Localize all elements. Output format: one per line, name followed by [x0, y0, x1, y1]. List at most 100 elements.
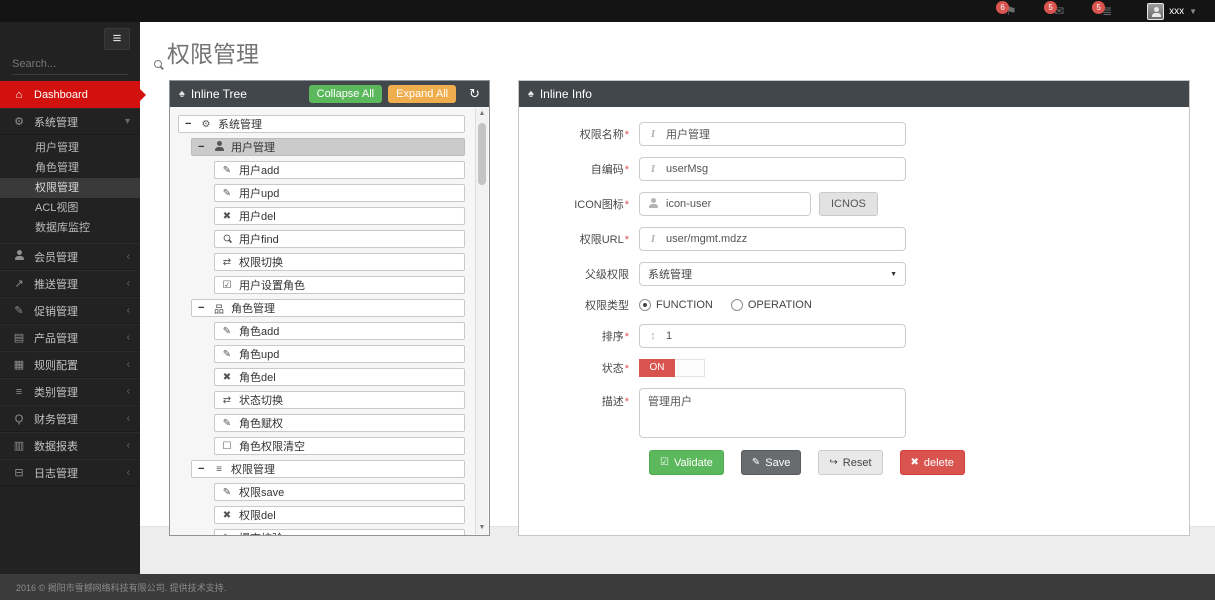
permission-form: 权限名称* I 自编码* I ICON图标* [519, 107, 1189, 535]
icnos-button[interactable]: ICNOS [819, 192, 878, 216]
sidebar-subitem-权限管理[interactable]: 权限管理 [0, 178, 140, 198]
notification-badge: 5 [1044, 1, 1058, 14]
sidebar-item-财务管理[interactable]: Ϙ 财务管理 ‹ [0, 405, 140, 432]
menu-toggle-button[interactable]: ≡ [104, 28, 130, 50]
sidebar-item-促销管理[interactable]: ✎ 促销管理 ‹ [0, 297, 140, 324]
permission-tree: − ⚙ 系统管理 − 用户管理 ✎ 用户add ✎ 用户upd ✖ 用户del 用户find ⇄ 权限切换… [170, 107, 489, 535]
field-label-icon: ICON图标* [574, 199, 629, 211]
radio-operation[interactable]: OPERATION [730, 299, 812, 311]
tree-node-label: 角色upd [239, 349, 280, 361]
square-icon: ☐ [222, 440, 232, 452]
sidebar-item-会员管理[interactable]: 会员管理 ‹ [0, 243, 140, 270]
tree-node-用户find[interactable]: 用户find [214, 230, 465, 248]
notification-area: ⚑ 6 ✉ 5 ≣ 5 [996, 1, 1115, 19]
sort-input[interactable] [666, 325, 905, 347]
collapse-minus-icon[interactable]: − [198, 141, 205, 153]
hdd-icon: ⊟ [14, 467, 24, 479]
tree-scrollbar[interactable]: ▲ ▼ [475, 108, 488, 534]
expand-all-button[interactable]: Expand All [388, 85, 457, 103]
scroll-up-icon[interactable]: ▲ [478, 110, 486, 117]
search-input[interactable] [12, 58, 154, 70]
edit-icon: ✎ [222, 187, 232, 199]
pencil-icon: ✎ [222, 486, 232, 498]
collapse-minus-icon[interactable]: − [198, 302, 205, 314]
tree-node-角色权限清空[interactable]: ☐ 角色权限清空 [214, 437, 465, 455]
sidebar-item-推送管理[interactable]: ↗ 推送管理 ‹ [0, 270, 140, 297]
x-icon: ✖ [222, 210, 232, 222]
person-icon [1151, 6, 1161, 17]
status-toggle[interactable]: ON [639, 359, 705, 377]
tree-node-角色add[interactable]: ✎ 角色add [214, 322, 465, 340]
tree-node-用户add[interactable]: ✎ 用户add [214, 161, 465, 179]
tasks-menu[interactable]: ≣ 5 [1092, 1, 1115, 19]
edit-icon: ✎ [221, 533, 233, 536]
sidebar-subitem-ACL视图[interactable]: ACL视图 [35, 202, 79, 214]
tree-node-用户管理[interactable]: − 用户管理 [191, 138, 465, 156]
tree-node-权限del[interactable]: ✖ 权限del [214, 506, 465, 524]
x-icon: ✖ [910, 457, 919, 468]
radio-function[interactable]: FUNCTION [639, 299, 713, 311]
sidebar-item-系统管理[interactable]: ⚙ 系统管理 ▾ [0, 108, 140, 135]
url-input[interactable] [666, 228, 905, 250]
tree-node-用户del[interactable]: ✖ 用户del [214, 207, 465, 225]
scrollbar-thumb[interactable] [478, 123, 486, 185]
sidebar-item-数据报表[interactable]: ▥ 数据报表 ‹ [0, 432, 140, 459]
collapse-minus-icon[interactable]: − [198, 463, 205, 475]
sidebar-item-dashboard[interactable]: ⌂ Dashboard [0, 81, 146, 108]
sidebar-subitem-数据库监控[interactable]: 数据库监控 [35, 222, 90, 234]
pencil-icon: ✎ [222, 417, 232, 429]
delete-button[interactable]: ✖ delete [899, 450, 965, 475]
tree-node-权限管理[interactable]: − ≡ 权限管理 [191, 460, 465, 478]
tree-node-用户设置角色[interactable]: ☑ 用户设置角色 [214, 276, 465, 294]
scroll-down-icon[interactable]: ▼ [478, 524, 486, 531]
envelope-menu[interactable]: ✉ 5 [1044, 1, 1067, 19]
save-button[interactable]: ✎ Save [740, 450, 802, 475]
sidebar-item-label: Dashboard [34, 88, 88, 101]
sidebar-item-规则配置[interactable]: ▦ 规则配置 ‹ [0, 351, 140, 378]
reset-button[interactable]: ↪ Reset [818, 450, 883, 475]
name-input[interactable] [666, 123, 905, 145]
key-icon: Ϙ [14, 412, 24, 425]
sidebar-subitem-用户管理[interactable]: 用户管理 [35, 142, 79, 154]
collapse-minus-icon[interactable]: − [185, 118, 192, 130]
user-menu[interactable]: xxx ▼ [1147, 2, 1197, 20]
hamburger-icon: ≡ [112, 30, 122, 47]
collapse-all-button[interactable]: Collapse All [308, 85, 383, 103]
tree-node-提交校验[interactable]: ✎ 提交校验 [214, 529, 465, 535]
retweet-icon: ⇄ [222, 256, 232, 268]
tree-node-label: 权限切换 [239, 257, 283, 269]
chevron-left-icon: ‹ [126, 440, 130, 451]
tree-node-权限切换[interactable]: ⇄ 权限切换 [214, 253, 465, 271]
tree-node-label: 角色add [239, 326, 280, 338]
chevron-left-icon: ‹ [126, 278, 130, 289]
sidebar-item-产品管理[interactable]: ▤ 产品管理 ‹ [0, 324, 140, 351]
description-textarea[interactable]: 管理用户 [639, 388, 906, 438]
sidebar-subitem-角色管理[interactable]: 角色管理 [35, 162, 79, 174]
parent-permission-select[interactable]: 系统管理 ▼ [639, 262, 906, 286]
tree-node-label: 用户add [239, 165, 280, 177]
tree-node-角色管理[interactable]: − 品角色管理 [191, 299, 465, 317]
tree-node-label: 角色del [239, 372, 276, 384]
flag-icon: ⚑ [1005, 4, 1017, 18]
x-icon: ✖ [222, 509, 232, 521]
permission-type-radios: FUNCTION OPERATION [639, 299, 830, 311]
tree-node-权限save[interactable]: ✎ 权限save [214, 483, 465, 501]
flag-menu[interactable]: ⚑ 6 [996, 1, 1019, 19]
code-input[interactable] [666, 158, 905, 180]
notification-badge: 5 [1092, 1, 1106, 14]
validate-button[interactable]: ☑ Validate [649, 450, 724, 475]
refresh-icon[interactable]: ↻ [469, 86, 480, 101]
tree-node-角色del[interactable]: ✖ 角色del [214, 368, 465, 386]
sort-field-wrap: ↕ [639, 324, 906, 348]
check-square-icon: ☑ [660, 457, 669, 468]
tree-node-角色upd[interactable]: ✎ 角色upd [214, 345, 465, 363]
tree-icon: ♠ [179, 88, 185, 100]
tree-node-系统管理[interactable]: − ⚙ 系统管理 [178, 115, 465, 133]
tree-node-用户upd[interactable]: ✎ 用户upd [214, 184, 465, 202]
sidebar-item-类别管理[interactable]: ≡ 类别管理 ‹ [0, 378, 140, 405]
inline-tree-header: ♠ Inline Tree Collapse All Expand All ↻ [170, 81, 489, 107]
tree-node-角色赋权[interactable]: ✎ 角色赋权 [214, 414, 465, 432]
icon-input[interactable] [666, 193, 810, 215]
sidebar-item-日志管理[interactable]: ⊟ 日志管理 ‹ [0, 459, 140, 486]
tree-node-状态切换[interactable]: ⇄ 状态切换 [214, 391, 465, 409]
